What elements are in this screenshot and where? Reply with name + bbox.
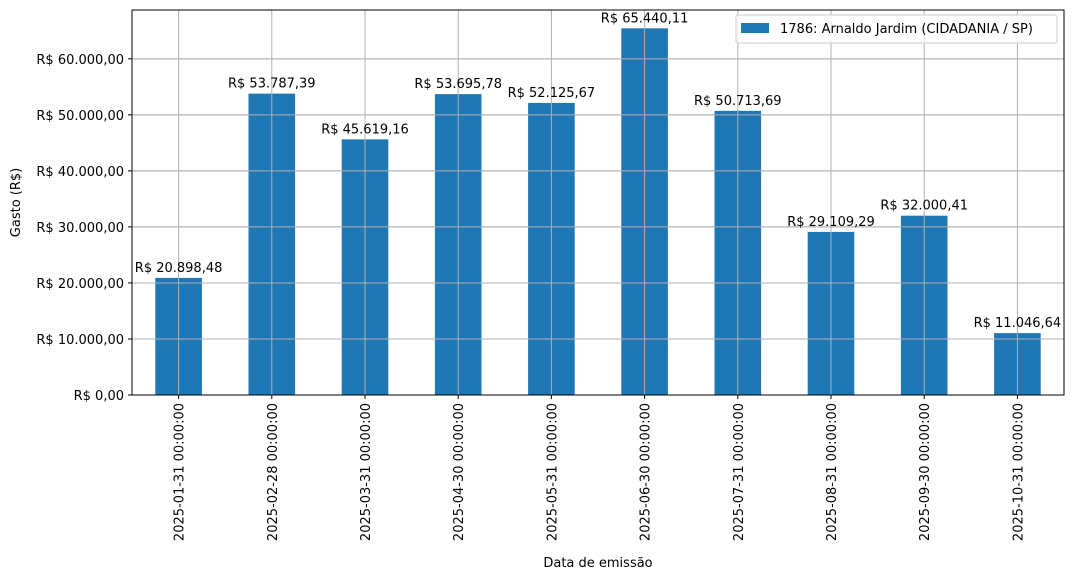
bar-value-label: R$ 52.125,67 — [508, 86, 596, 101]
y-tick-label: R$ 20.000,00 — [36, 277, 124, 292]
x-tick-label: 2025-10-31 00:00:00 — [1011, 403, 1026, 541]
bar-value-label: R$ 29.109,29 — [787, 215, 875, 230]
bar-value-label: R$ 11.046,64 — [974, 316, 1062, 331]
x-tick-label: 2025-08-31 00:00:00 — [825, 403, 840, 541]
bar-value-label: R$ 20.898,48 — [135, 261, 223, 276]
x-tick-label: 2025-02-28 00:00:00 — [266, 403, 281, 541]
x-tick-label: 2025-06-30 00:00:00 — [639, 403, 654, 541]
y-tick-label: R$ 40.000,00 — [36, 165, 124, 180]
y-tick-label: R$ 50.000,00 — [36, 109, 124, 124]
legend: 1786: Arnaldo Jardim (CIDADANIA / SP) — [735, 14, 1058, 44]
x-tick-label: 2025-04-30 00:00:00 — [452, 403, 467, 541]
x-tick-label: 2025-05-31 00:00:00 — [545, 403, 560, 541]
bar-value-labels: R$ 20.898,48 R$ 53.787,39 R$ 45.619,16 R$ 5… — [135, 11, 1061, 331]
bar-value-label: R$ 65.440,11 — [601, 11, 689, 26]
legend-box — [735, 14, 1058, 44]
x-tick-label: 2025-01-31 00:00:00 — [173, 403, 188, 541]
y-tick-label: R$ 30.000,00 — [36, 221, 124, 236]
x-tick-label: 2025-07-31 00:00:00 — [732, 403, 747, 541]
legend-swatch — [741, 23, 769, 33]
y-tick-label: R$ 10.000,00 — [36, 333, 124, 348]
axes-frame — [131, 9, 1065, 396]
x-axis-label: Data de emissão — [543, 556, 652, 571]
bar-value-label: R$ 32.000,41 — [880, 199, 968, 214]
legend-label: 1786: Arnaldo Jardim (CIDADANIA / SP) — [780, 22, 1033, 37]
x-axis-ticks: 2025-01-31 00:00:00 2025-02-28 00:00:00 20… — [173, 395, 1026, 541]
bar-value-label: R$ 53.787,39 — [228, 77, 316, 92]
x-tick-label: 2025-09-30 00:00:00 — [918, 403, 933, 541]
y-tick-label: R$ 0,00 — [74, 389, 124, 404]
y-tick-label: R$ 60.000,00 — [36, 53, 124, 68]
bars — [132, 28, 1064, 396]
x-tick-label: 2025-03-31 00:00:00 — [359, 403, 374, 541]
bar-value-label: R$ 53.695,78 — [414, 77, 502, 92]
y-axis-ticks: R$ 0,00 R$ 10.000,00 R$ 20.000,00 R$ 30.000… — [36, 53, 132, 404]
bar-value-label: R$ 50.713,69 — [694, 94, 782, 109]
y-axis-label: Gasto (R$) — [9, 168, 24, 237]
bar-value-label: R$ 45.619,16 — [321, 122, 409, 137]
